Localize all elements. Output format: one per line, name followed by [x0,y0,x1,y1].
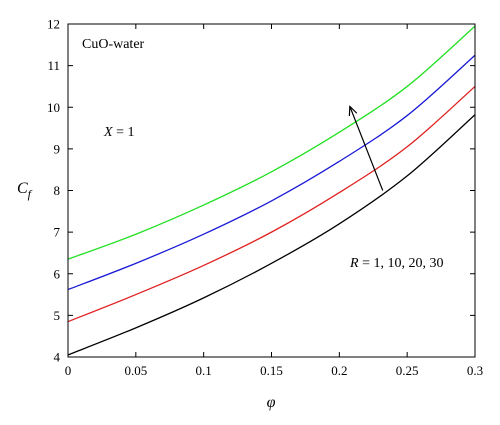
y-tick-label: 11 [47,58,60,73]
ticks-layer [67,23,476,358]
r-parameter-symbol: R [349,256,359,271]
fluid-annotation: CuO-water [82,37,145,52]
series-layer [67,25,476,356]
r-parameter-values: = 1, 10, 20, 30 [359,256,444,271]
trend-arrow [350,107,384,191]
x-parameter-annotation: X = 1 [103,125,134,140]
series-line-4 [67,25,476,260]
x-tick-label: 0.3 [467,363,483,378]
y-tick-label: 10 [47,100,60,115]
y-tick-label: 6 [54,266,61,281]
series-line-3 [67,54,476,291]
series-line-2 [67,85,476,323]
x-tick-label: 0.05 [124,363,147,378]
x-tick-label: 0 [65,363,72,378]
series-line-1 [67,114,476,356]
x-axis-label: φ [267,394,276,411]
plot-frame [67,23,476,358]
y-axis-label: Cf [17,180,33,201]
r-parameter-annotation: R = 1, 10, 20, 30 [349,256,443,271]
y-axis-label-main: C [17,180,28,197]
y-tick-label: 7 [54,225,61,240]
tick-labels-layer: 0 0.05 0.1 0.15 0.2 0.25 0.3 4 5 6 7 8 9 10 11 12 [47,17,483,379]
x-tick-label: 0.2 [331,363,347,378]
y-tick-label: 12 [47,17,60,32]
x-tick-label: 0.25 [396,363,419,378]
y-tick-label: 8 [54,183,61,198]
x-tick-label: 0.1 [196,363,212,378]
x-tick-label: 0.15 [260,363,283,378]
y-axis-label-subscript: f [28,187,33,201]
x-parameter-symbol: X [103,125,113,140]
y-tick-label: 9 [54,141,61,156]
x-parameter-value: = 1 [113,125,135,140]
y-tick-label: 4 [54,350,61,365]
y-tick-label: 5 [54,308,61,323]
